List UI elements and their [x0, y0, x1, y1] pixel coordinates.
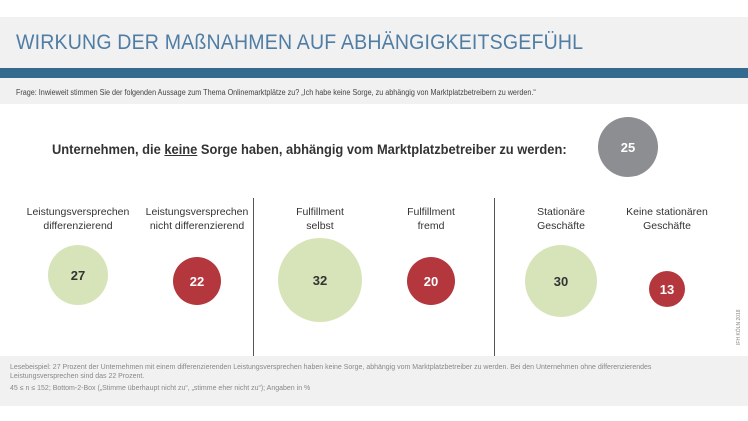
- headline-emphasis: keine: [164, 141, 198, 157]
- accent-bar: [0, 68, 748, 78]
- divider: [253, 198, 254, 358]
- bubble-stationaer: 30: [525, 245, 597, 317]
- bubble-ff-selbst: 32: [278, 238, 362, 322]
- label-stationaer: Stationäre Geschäfte: [537, 206, 585, 232]
- headline: Unternehmen, die keine Sorge haben, abhä…: [52, 141, 567, 157]
- bubble-ff-fremd: 20: [407, 257, 455, 305]
- label-lv-nicht-diff: Leistungsversprechen nicht differenzieren…: [145, 206, 249, 232]
- footer-line-3: 45 ≤ n ≤ 152; Bottom-2-Box („Stimme über…: [10, 385, 311, 392]
- divider: [494, 198, 495, 358]
- bubble-keine-stationaer: 13: [649, 271, 685, 307]
- footer-line-2: Leistungsversprechen sind das 22 Prozent…: [10, 373, 145, 380]
- label-lv-diff: Leistungsversprechen differenzierend: [26, 206, 130, 232]
- headline-before: Unternehmen, die: [52, 141, 165, 157]
- bubble-lv-nicht-diff: 22: [173, 257, 221, 305]
- label-keine-stationaer: Keine stationären Geschäfte: [626, 206, 708, 232]
- label-ff-selbst: Fulfillment selbst: [296, 206, 344, 232]
- question-bar: Frage: Inwieweit stimmen Sie der folgend…: [0, 78, 748, 104]
- bubble-total: 25: [598, 117, 658, 177]
- footer: Lesebeispiel: 27 Prozent der Unternehmen…: [0, 356, 748, 406]
- question-text: Frage: Inwieweit stimmen Sie der folgend…: [16, 88, 536, 97]
- headline-after: Sorge haben, abhängig vom Marktplatzbetr…: [197, 141, 567, 157]
- header: WIRKUNG DER MAßNAHMEN AUF ABHÄNGIGKEITSG…: [0, 17, 748, 68]
- page-title: WIRKUNG DER MAßNAHMEN AUF ABHÄNGIGKEITSG…: [16, 31, 584, 54]
- watermark: IFH KÖLN 2018: [736, 309, 742, 345]
- label-ff-fremd: Fulfillment fremd: [407, 206, 455, 232]
- bubble-lv-diff: 27: [48, 245, 108, 305]
- footer-line-1: Lesebeispiel: 27 Prozent der Unternehmen…: [10, 364, 652, 371]
